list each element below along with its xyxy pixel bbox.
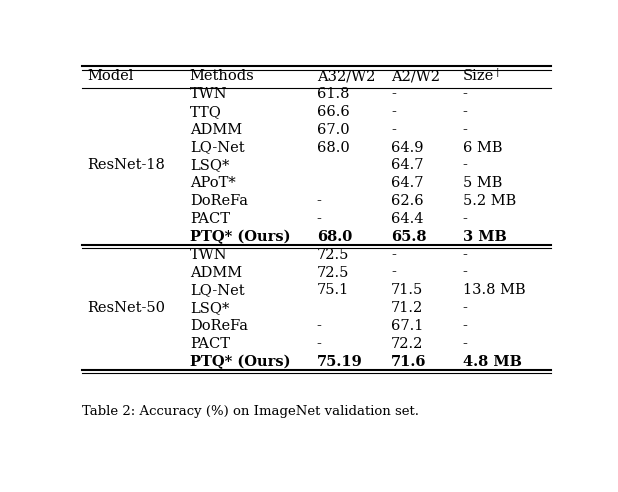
Text: 68.0: 68.0 [317, 141, 349, 154]
Text: 13.8 MB: 13.8 MB [463, 283, 525, 297]
Text: -: - [463, 105, 468, 119]
Text: PACT: PACT [190, 337, 230, 351]
Text: -: - [317, 212, 321, 226]
Text: -: - [463, 266, 468, 279]
Text: -: - [463, 123, 468, 137]
Text: †: † [494, 68, 500, 78]
Text: 66.6: 66.6 [317, 105, 349, 119]
Text: Model: Model [87, 69, 133, 83]
Text: 65.8: 65.8 [391, 230, 426, 244]
Text: 64.7: 64.7 [391, 176, 423, 190]
Text: 5.2 MB: 5.2 MB [463, 194, 516, 208]
Text: 61.8: 61.8 [317, 87, 349, 101]
Text: ResNet-50: ResNet-50 [87, 301, 165, 315]
Text: PTQ* (Ours): PTQ* (Ours) [190, 230, 290, 244]
Text: 71.6: 71.6 [391, 355, 426, 369]
Text: 64.4: 64.4 [391, 212, 423, 226]
Text: -: - [317, 337, 321, 351]
Text: 6 MB: 6 MB [463, 141, 502, 154]
Text: -: - [463, 212, 468, 226]
Text: DoReFa: DoReFa [190, 194, 248, 208]
Text: TWN: TWN [190, 87, 227, 101]
Text: -: - [391, 247, 396, 262]
Text: 5 MB: 5 MB [463, 176, 502, 190]
Text: 71.2: 71.2 [391, 301, 423, 315]
Text: LSQ*: LSQ* [190, 158, 229, 172]
Text: -: - [317, 319, 321, 333]
Text: 71.5: 71.5 [391, 283, 423, 297]
Text: DoReFa: DoReFa [190, 319, 248, 333]
Text: A2/W2: A2/W2 [391, 69, 440, 83]
Text: Methods: Methods [190, 69, 255, 83]
Text: LQ-Net: LQ-Net [190, 283, 245, 297]
Text: ADMM: ADMM [190, 266, 242, 279]
Text: PTQ* (Ours): PTQ* (Ours) [190, 355, 290, 369]
Text: -: - [391, 87, 396, 101]
Text: APoT*: APoT* [190, 176, 235, 190]
Text: -: - [317, 194, 321, 208]
Text: 72.5: 72.5 [317, 266, 349, 279]
Text: -: - [463, 319, 468, 333]
Text: -: - [391, 105, 396, 119]
Text: PACT: PACT [190, 212, 230, 226]
Text: A32/W2: A32/W2 [317, 69, 375, 83]
Text: 75.1: 75.1 [317, 283, 349, 297]
Text: ResNet-18: ResNet-18 [87, 158, 165, 172]
Text: 67.1: 67.1 [391, 319, 423, 333]
Text: 68.0: 68.0 [317, 230, 352, 244]
Text: 64.7: 64.7 [391, 158, 423, 172]
Text: LSQ*: LSQ* [190, 301, 229, 315]
Text: LQ-Net: LQ-Net [190, 141, 245, 154]
Text: -: - [463, 247, 468, 262]
Text: 64.9: 64.9 [391, 141, 423, 154]
Text: 3 MB: 3 MB [463, 230, 507, 244]
Text: -: - [391, 266, 396, 279]
Text: -: - [463, 301, 468, 315]
Text: 67.0: 67.0 [317, 123, 349, 137]
Text: -: - [463, 337, 468, 351]
Text: -: - [391, 123, 396, 137]
Text: Table 2: Accuracy (%) on ImageNet validation set.: Table 2: Accuracy (%) on ImageNet valida… [82, 405, 419, 418]
Text: ADMM: ADMM [190, 123, 242, 137]
Text: 4.8 MB: 4.8 MB [463, 355, 522, 369]
Text: 75.19: 75.19 [317, 355, 363, 369]
Text: 62.6: 62.6 [391, 194, 423, 208]
Text: -: - [463, 87, 468, 101]
Text: TTQ: TTQ [190, 105, 222, 119]
Text: 72.5: 72.5 [317, 247, 349, 262]
Text: TWN: TWN [190, 247, 227, 262]
Text: 72.2: 72.2 [391, 337, 423, 351]
Text: Size: Size [463, 69, 494, 83]
Text: -: - [463, 158, 468, 172]
